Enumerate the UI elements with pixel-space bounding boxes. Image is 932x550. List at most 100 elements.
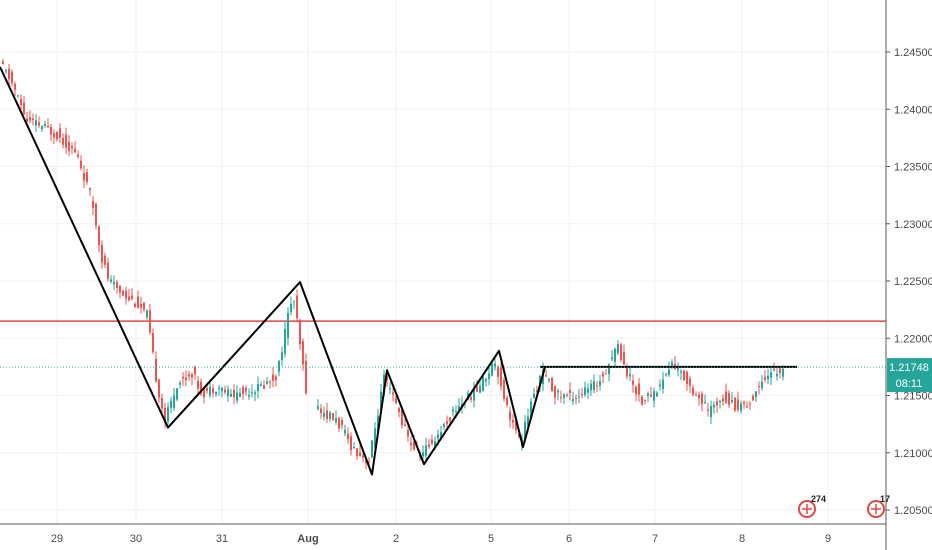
candle-body [125, 290, 127, 299]
candle-body [563, 394, 565, 398]
candle-body [71, 145, 73, 149]
candle-body [221, 387, 223, 392]
candle-body [572, 398, 574, 402]
candle-body [494, 363, 496, 367]
candle-body [638, 383, 640, 395]
candle-body [503, 379, 505, 399]
candle-body [455, 410, 457, 412]
x-tick-label: Aug [297, 533, 318, 545]
candle-body [680, 371, 682, 373]
candle-body [62, 137, 64, 145]
candle-body [611, 357, 613, 360]
candle-body [605, 373, 607, 375]
candle-body [404, 424, 406, 426]
candle-body [365, 460, 367, 464]
candle-body [104, 255, 106, 265]
candle-body [14, 83, 16, 90]
candle-body [140, 303, 142, 308]
candle-body [17, 95, 19, 97]
candle-body [158, 379, 160, 398]
candle-body [437, 434, 439, 439]
candle-body [20, 98, 22, 106]
candle-body [407, 429, 409, 437]
candle-body [362, 455, 364, 458]
candle-body [473, 388, 475, 401]
candle-body [185, 377, 187, 381]
event-badges: 274 17 [798, 494, 890, 518]
candle-body [275, 376, 277, 381]
candle-body [662, 379, 664, 390]
candle-body [590, 383, 592, 391]
candle-body [86, 172, 88, 183]
candle-body [440, 432, 442, 438]
candle-body [773, 368, 775, 371]
x-tick-label: 5 [488, 533, 494, 545]
candle-body [101, 245, 103, 263]
candle-body [38, 122, 40, 126]
candle-body [122, 290, 124, 296]
candle-body [236, 392, 238, 401]
event-count-label: 17 [880, 494, 890, 504]
x-tick-label: 29 [51, 533, 63, 545]
candle-body [257, 384, 259, 392]
candle-body [443, 424, 445, 427]
candle-body [245, 388, 247, 392]
x-tick-label: 7 [652, 533, 658, 545]
candle-body [386, 375, 388, 381]
candle-body [614, 348, 616, 362]
candle-body [698, 394, 700, 399]
y-tick-label: 1.22500 [894, 276, 932, 288]
candle-body [770, 372, 772, 378]
y-tick-label: 1.23000 [894, 219, 932, 231]
y-tick-label: 1.24000 [894, 104, 932, 116]
candle-body [152, 333, 154, 352]
candle-body [272, 374, 274, 381]
candle-body [599, 380, 601, 386]
y-tick-label: 1.21000 [894, 448, 932, 460]
candle-body [251, 391, 253, 393]
candle-body [470, 397, 472, 400]
flag-us-icon[interactable]: 274 [798, 494, 826, 518]
axis-labels: 1.24500 1.24000 1.23500 1.23000 1.22500 1.220… [51, 47, 932, 545]
y-tick-label: 1.20500 [894, 505, 932, 517]
candle-body [782, 368, 784, 377]
candle-body [329, 412, 331, 419]
candle-body [83, 173, 85, 181]
candle-body [527, 416, 529, 426]
candle-body [29, 117, 31, 121]
candle-body [479, 385, 481, 393]
candle-body [260, 384, 262, 386]
candle-body [350, 436, 352, 451]
candle-body [317, 406, 319, 409]
flag-uk-icon[interactable]: 17 [867, 494, 890, 518]
candle-body [722, 398, 724, 402]
candle-body [368, 461, 370, 463]
candle-body [335, 418, 337, 423]
candle-body [269, 381, 271, 383]
candle-body [77, 154, 79, 157]
candle-body [119, 285, 121, 293]
candle-body [176, 388, 178, 400]
x-tick-label: 2 [393, 533, 399, 545]
candle-body [359, 452, 361, 456]
candle-body [650, 394, 652, 397]
candle-body [191, 374, 193, 378]
candle-body [146, 310, 148, 318]
candle-body [545, 375, 547, 377]
candle-body [509, 411, 511, 420]
candle-body [167, 407, 169, 422]
candle-body [692, 387, 694, 395]
candle-body [356, 448, 358, 457]
candle-body [779, 368, 781, 374]
x-tick-label: 31 [216, 533, 228, 545]
candle-body [755, 391, 757, 398]
candle-body [425, 445, 427, 456]
candle-body [23, 102, 25, 115]
candle-body [194, 366, 196, 375]
candle-body [164, 407, 166, 423]
candle-body [377, 415, 379, 433]
candle-body [695, 394, 697, 396]
candle-body [428, 444, 430, 447]
candle-body [560, 397, 562, 399]
candle-body [497, 367, 499, 377]
